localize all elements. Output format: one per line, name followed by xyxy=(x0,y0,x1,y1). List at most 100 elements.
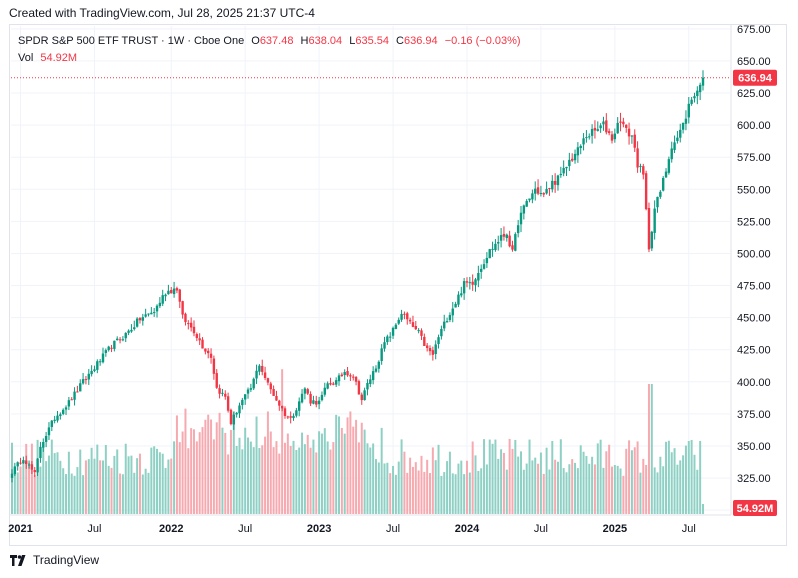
candle-body xyxy=(531,193,534,200)
volume-bar xyxy=(454,474,457,514)
candle-body xyxy=(573,153,577,161)
volume-bar xyxy=(218,412,221,514)
candle-body xyxy=(474,279,477,286)
candle-body xyxy=(502,233,506,237)
volume-bar xyxy=(611,466,614,514)
volume-bar xyxy=(244,427,247,514)
candle-body xyxy=(201,339,204,349)
candle-body xyxy=(360,394,363,401)
volume-bar xyxy=(551,440,554,514)
volume-bar xyxy=(73,475,76,514)
volume-bar xyxy=(39,466,42,514)
y-tick-label: 425.00 xyxy=(737,345,771,357)
y-tick-label: 550.00 xyxy=(737,184,771,196)
volume-bar xyxy=(431,447,434,514)
candle-body xyxy=(249,388,253,390)
candle-body xyxy=(417,330,420,332)
volume-bar xyxy=(101,460,104,514)
candle-body xyxy=(369,379,372,384)
candle-body xyxy=(406,313,409,320)
volume-bar xyxy=(303,444,306,514)
volume-bar xyxy=(613,464,616,514)
candle-body xyxy=(462,281,466,294)
volume-bar xyxy=(107,465,110,514)
candle-body xyxy=(246,389,250,394)
candle-body xyxy=(559,173,563,176)
volume-bar xyxy=(338,416,341,514)
x-tick-label: Jul xyxy=(682,523,696,535)
y-tick-label: 625.00 xyxy=(737,88,771,100)
volume-bar xyxy=(210,419,213,514)
candle-body xyxy=(53,419,56,421)
volume-bar xyxy=(167,459,170,514)
volume-bar xyxy=(403,451,406,514)
chart-frame xyxy=(9,24,787,546)
candle-body xyxy=(491,248,494,250)
candle-body xyxy=(553,180,557,185)
candle-body xyxy=(221,392,224,394)
volume-bar xyxy=(340,427,343,514)
volume-bar xyxy=(556,461,559,514)
volume-bar xyxy=(138,453,141,514)
volume-bar xyxy=(574,462,577,514)
candle-body xyxy=(337,375,341,382)
candle-body xyxy=(326,383,329,389)
y-tick-label: 500.00 xyxy=(737,248,771,260)
volume-bar xyxy=(181,431,184,514)
volume-bar xyxy=(537,463,540,514)
volume-bar xyxy=(150,447,153,514)
candle-body xyxy=(371,371,375,381)
volume-bar xyxy=(124,443,127,514)
volume-bar xyxy=(229,429,232,514)
candle-body xyxy=(317,400,321,405)
volume-bar xyxy=(423,471,426,514)
volume-label[interactable]: Vol xyxy=(18,52,34,64)
volume-bar xyxy=(539,452,542,514)
y-tick-label: 575.00 xyxy=(737,152,771,164)
volume-bar xyxy=(59,460,62,514)
volume-bar xyxy=(110,467,113,514)
volume-bar xyxy=(241,449,244,514)
candle-body xyxy=(539,192,543,194)
candle-body xyxy=(175,288,179,291)
candle-body xyxy=(528,198,531,201)
x-tick-label: Jul xyxy=(386,523,400,535)
candle-body xyxy=(454,303,457,308)
volume-bar xyxy=(50,439,53,514)
candle-body xyxy=(59,414,62,417)
candle-body xyxy=(616,122,619,134)
volume-bar xyxy=(520,451,523,514)
candle-body xyxy=(198,338,201,341)
candle-body xyxy=(118,339,122,341)
volume-bar xyxy=(247,437,250,514)
volume-bar xyxy=(306,434,309,514)
candle-body xyxy=(676,137,679,142)
candle-body xyxy=(36,458,39,473)
candle-body xyxy=(357,381,361,395)
volume-bar xyxy=(249,441,252,514)
candle-body xyxy=(334,380,338,385)
candle-body xyxy=(155,305,159,312)
candle-body xyxy=(67,400,71,407)
candle-body xyxy=(232,414,236,425)
candle-body xyxy=(696,90,699,97)
candle-body xyxy=(588,136,591,138)
candle-body xyxy=(33,470,36,473)
close-label: C xyxy=(396,35,404,47)
candle-body xyxy=(19,462,22,464)
volume-bar xyxy=(386,462,389,514)
symbol-title[interactable]: SPDR S&P 500 ETF TRUST · 1W · Cboe One xyxy=(18,35,245,47)
volume-bar xyxy=(545,447,548,514)
candle-body xyxy=(684,118,688,124)
volume-value: 54.92M xyxy=(40,52,78,64)
volume-bar xyxy=(369,447,372,514)
candle-body xyxy=(690,99,693,104)
candle-body xyxy=(661,177,665,191)
candle-body xyxy=(514,234,517,251)
candle-body xyxy=(497,241,500,244)
volume-bar xyxy=(204,419,207,514)
volume-bar xyxy=(659,456,662,514)
candle-body xyxy=(403,313,406,315)
candle-body xyxy=(460,293,463,296)
